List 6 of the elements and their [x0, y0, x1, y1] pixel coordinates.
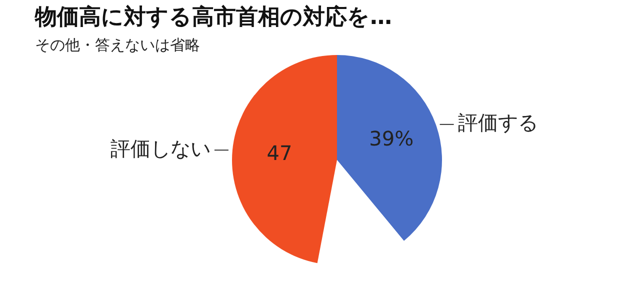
slice-label: 評価する [458, 110, 538, 135]
chart-subtitle: その他・答えないは省略 [35, 36, 200, 55]
slice-label: 評価しない [110, 136, 210, 160]
chart-title: 物価高に対する高市首相の対応を… [35, 4, 392, 32]
data-label: 39% [369, 126, 414, 151]
data-label: 47 [266, 140, 292, 165]
